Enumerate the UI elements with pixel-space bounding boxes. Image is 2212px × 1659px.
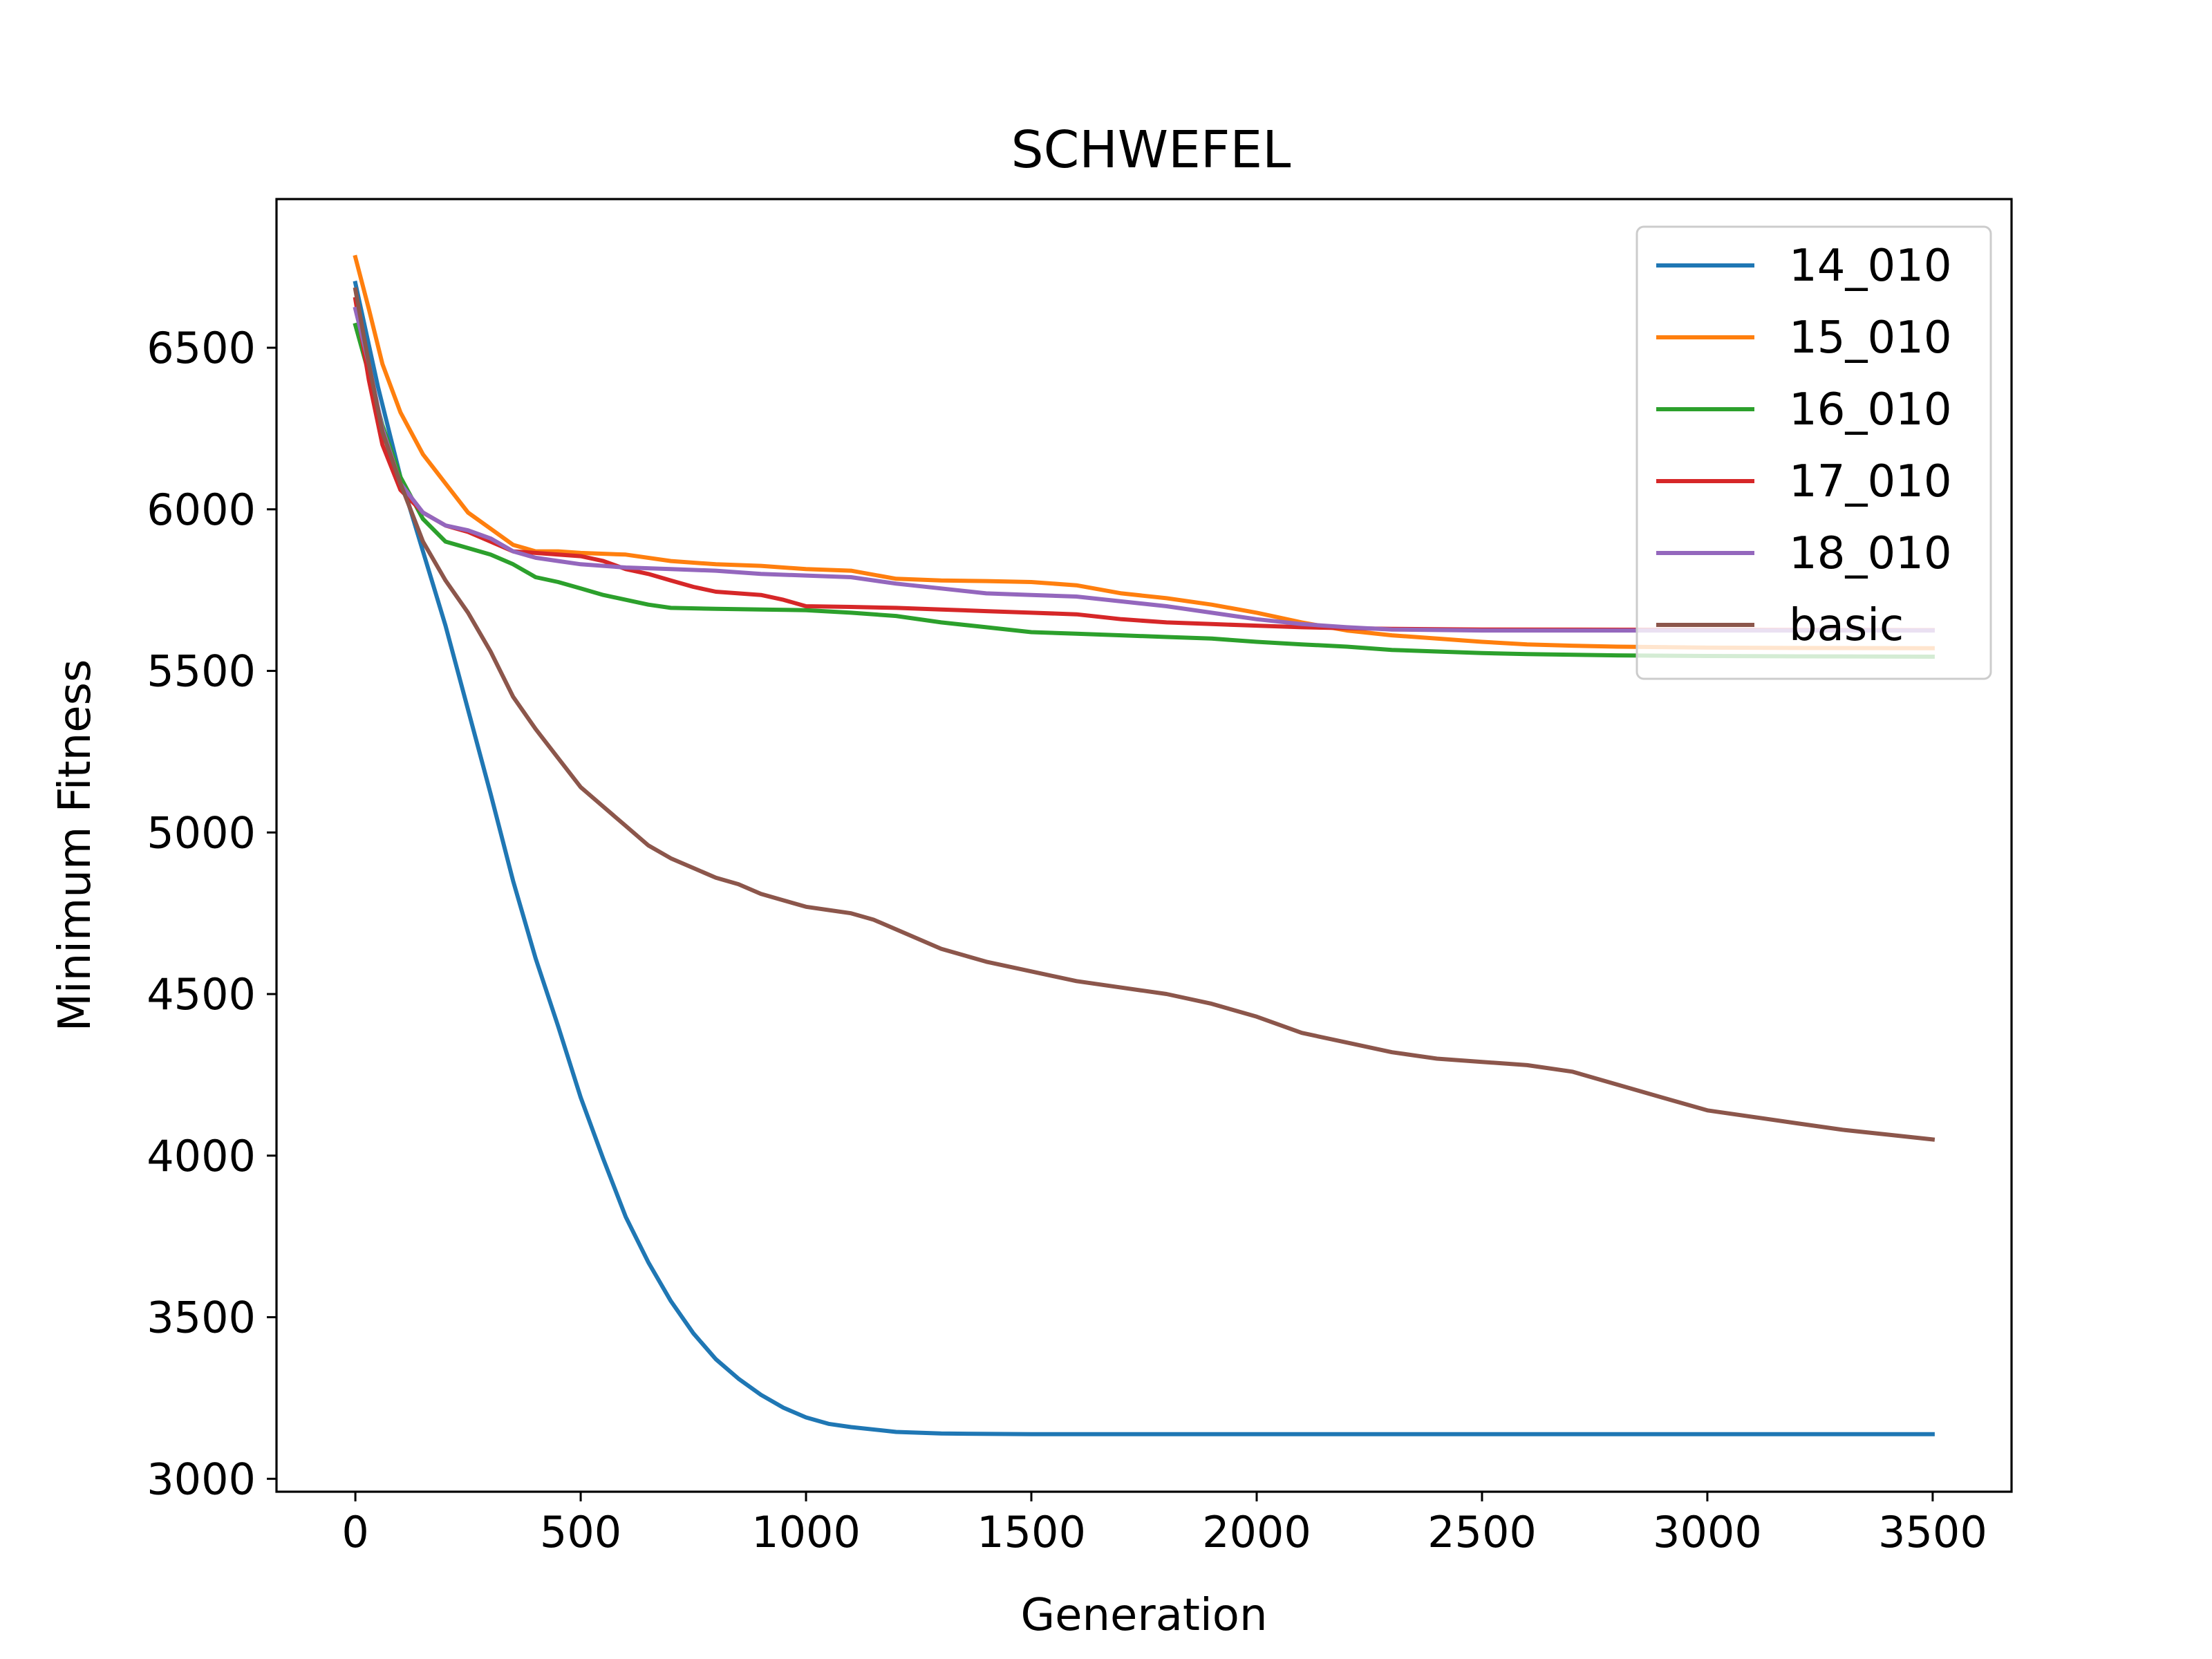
x-axis-label: Generation bbox=[1020, 1590, 1267, 1641]
plot-frame bbox=[275, 198, 2013, 1493]
y-tick-label: 3500 bbox=[147, 1293, 256, 1343]
y-tick-label: 3000 bbox=[147, 1454, 256, 1504]
y-tick-label: 5500 bbox=[147, 646, 256, 697]
y-tick-label: 4000 bbox=[147, 1131, 256, 1181]
x-tick-label: 3500 bbox=[1878, 1507, 1987, 1557]
x-tick-label: 500 bbox=[540, 1507, 621, 1557]
legend-label: 14_010 bbox=[1789, 241, 1952, 292]
series-line-18_010 bbox=[353, 306, 1935, 633]
x-tick-label: 2000 bbox=[1202, 1507, 1311, 1557]
series-line-14_010 bbox=[353, 280, 1935, 1436]
y-tick-label: 6000 bbox=[147, 485, 256, 535]
legend-label: 17_010 bbox=[1789, 456, 1952, 507]
x-tick-label: 1500 bbox=[977, 1507, 1086, 1557]
x-tick-label: 3000 bbox=[1653, 1507, 1762, 1557]
legend-label: 16_010 bbox=[1789, 384, 1952, 435]
x-tick-label: 2500 bbox=[1427, 1507, 1537, 1557]
x-axis: 0 500 1000 1500 2000 2500 3000 3500 bbox=[341, 1492, 1987, 1557]
y-axis: 3000 3500 4000 4500 5000 5500 6000 6500 bbox=[147, 323, 276, 1504]
y-axis-label: Minimum Fitness bbox=[50, 659, 101, 1032]
legend-label: basic bbox=[1789, 600, 1904, 651]
y-tick-label: 5000 bbox=[147, 807, 256, 858]
x-tick-label: 0 bbox=[341, 1507, 368, 1557]
chart-title: SCHWEFEL bbox=[1011, 120, 1291, 180]
legend-label: 15_010 bbox=[1789, 312, 1952, 364]
series-line-16_010 bbox=[353, 322, 1935, 659]
legend-box bbox=[1635, 225, 1992, 680]
y-tick-label: 4500 bbox=[147, 969, 256, 1020]
y-tick-label: 6500 bbox=[147, 323, 256, 373]
series-line-15_010 bbox=[353, 254, 1935, 650]
x-tick-label: 1000 bbox=[751, 1507, 861, 1557]
legend-label: 18_010 bbox=[1789, 528, 1952, 579]
series-line-basic bbox=[353, 287, 1936, 1142]
series-layer bbox=[353, 254, 1936, 1436]
